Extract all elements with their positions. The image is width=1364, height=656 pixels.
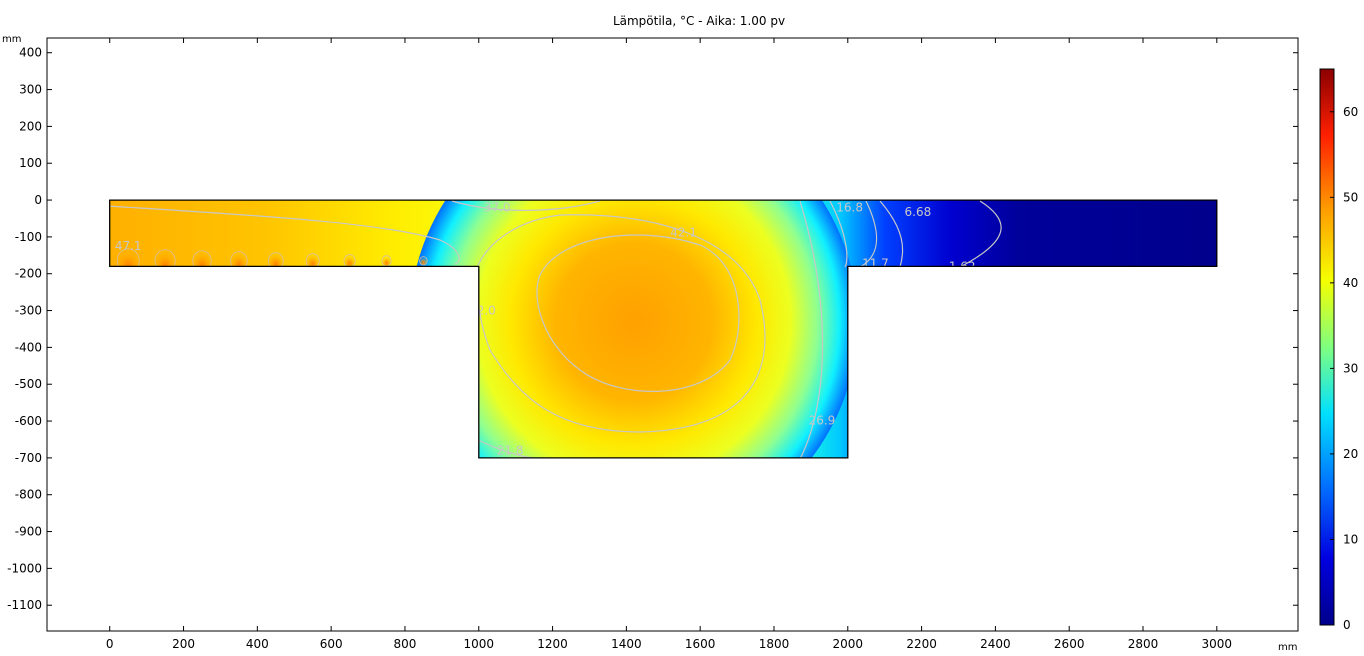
field-hot-core [409,200,858,458]
colorbar-ticks: 0 10 20 30 40 50 60 [1330,105,1358,632]
contour-label: 47.1 [115,239,142,253]
x-tick-label: 2200 [906,637,937,651]
colorbar-tick-label: 30 [1343,361,1358,375]
contour-label: 37.0 [484,200,511,214]
domain-outline [109,199,1218,459]
x-tick-label: 2000 [833,637,864,651]
heater-spot [343,254,356,268]
x-tick-label: 2400 [980,637,1011,651]
contour-line [799,200,824,458]
contour-line [879,200,904,268]
chart-title: Lämpötila, °C - Aika: 1.00 pv [613,14,785,28]
y-unit-label: mm [2,34,21,45]
y-tick-label: -800 [15,488,42,502]
x-tick-label: 1000 [463,637,494,651]
x-tick-label: 600 [320,637,343,651]
y-tick-label: -1100 [7,598,42,612]
y-tick-label: -700 [15,451,42,465]
heater-spot [419,256,428,266]
y-tick-label: -200 [15,267,42,281]
contour-line [959,200,1002,268]
x-tick-label: 1200 [537,637,568,651]
contour-line [109,205,460,265]
y-tick-label: -300 [15,304,42,318]
colorbar-tick-label: 10 [1343,532,1358,546]
x-tick-label: 1400 [611,637,642,651]
x-tick-label: 1600 [685,637,716,651]
x-tick-label: 2600 [1054,637,1085,651]
x-axis: 0 200 400 600 800 1000 1200 1400 1600 1800 2000 220… [106,38,1232,651]
y-tick-label: -900 [15,525,42,539]
x-unit-label: mm [1278,642,1297,653]
contour-line [859,200,878,268]
x-tick-label: 2800 [1128,637,1159,651]
colorbar-tick-label: 50 [1343,190,1358,204]
colorbar-tick-label: 40 [1343,276,1358,290]
y-tick-label: 400 [19,46,42,60]
colorbar-tick-label: 60 [1343,105,1358,119]
y-tick-label: 100 [19,156,42,170]
contour-label: 21.8 [497,444,524,458]
y-tick-label: -600 [15,414,42,428]
y-tick-label: 0 [34,193,42,207]
contour-label: 6.68 [905,205,932,219]
x-tick-label: 0 [106,637,114,651]
x-tick-label: 1800 [759,637,790,651]
contour-line [536,234,740,392]
x-tick-label: 200 [172,637,195,651]
heater-spot [381,255,392,267]
contour-line [477,439,561,458]
contour-label: 42.1 [670,225,697,239]
colorbar-tick-label: 20 [1343,447,1358,461]
contour-line [829,200,848,268]
colorbar [1319,68,1335,626]
x-tick-label: 800 [394,637,417,651]
contour-line [476,214,766,433]
x-tick-label: 3000 [1202,637,1233,651]
x-tick-label: 400 [246,637,269,651]
y-tick-label: -100 [15,230,42,244]
y-tick-label: 200 [19,119,42,133]
contour-label: 26.9 [809,413,836,427]
y-tick-label: -500 [15,377,42,391]
colorbar-tick-label: 0 [1343,618,1351,632]
contour-line [451,200,601,212]
y-tick-label: -1000 [7,561,42,575]
y-tick-label: -400 [15,340,42,354]
contour-lines [109,200,1002,458]
y-axis: 400 300 200 100 0 -100 -200 -300 -400 -500 -600 -70… [7,46,1298,612]
y-tick-label: 300 [19,83,42,97]
contour-label: 16.8 [836,200,863,214]
